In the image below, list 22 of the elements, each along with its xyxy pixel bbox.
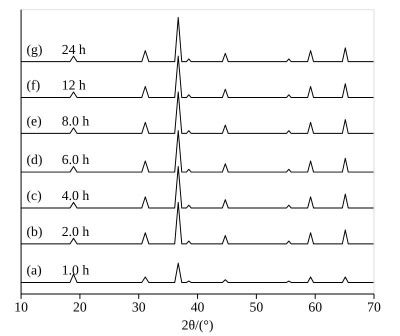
annotation: 4.0 h: [62, 188, 90, 204]
series-label: (g): [26, 42, 42, 57]
x-tick-label: 70: [367, 300, 382, 315]
annotation: 8.0 h: [62, 114, 90, 129]
series-label: (b): [26, 224, 42, 239]
series-label: (e): [26, 114, 42, 129]
x-tick-label: 50: [250, 300, 264, 315]
annotation: 12 h: [62, 78, 86, 93]
x-tick-label: 20: [73, 300, 87, 315]
x-tick-label: 60: [308, 300, 322, 315]
x-tick-label: 40: [190, 300, 205, 315]
series-label: (f): [26, 78, 40, 93]
x-tick-label: 10: [14, 300, 28, 315]
annotation: 2.0 h: [62, 224, 90, 239]
annotation: 24 h: [62, 42, 86, 57]
x-tick-label: 30: [132, 300, 146, 315]
annotation: 6.0 h: [62, 152, 90, 168]
series-label: (a): [26, 262, 42, 278]
annotation: 1.0 h: [62, 262, 90, 278]
series-label: (c): [26, 188, 42, 204]
x-axis-title: 2θ/(°): [182, 317, 214, 332]
series-label: (d): [26, 152, 42, 168]
